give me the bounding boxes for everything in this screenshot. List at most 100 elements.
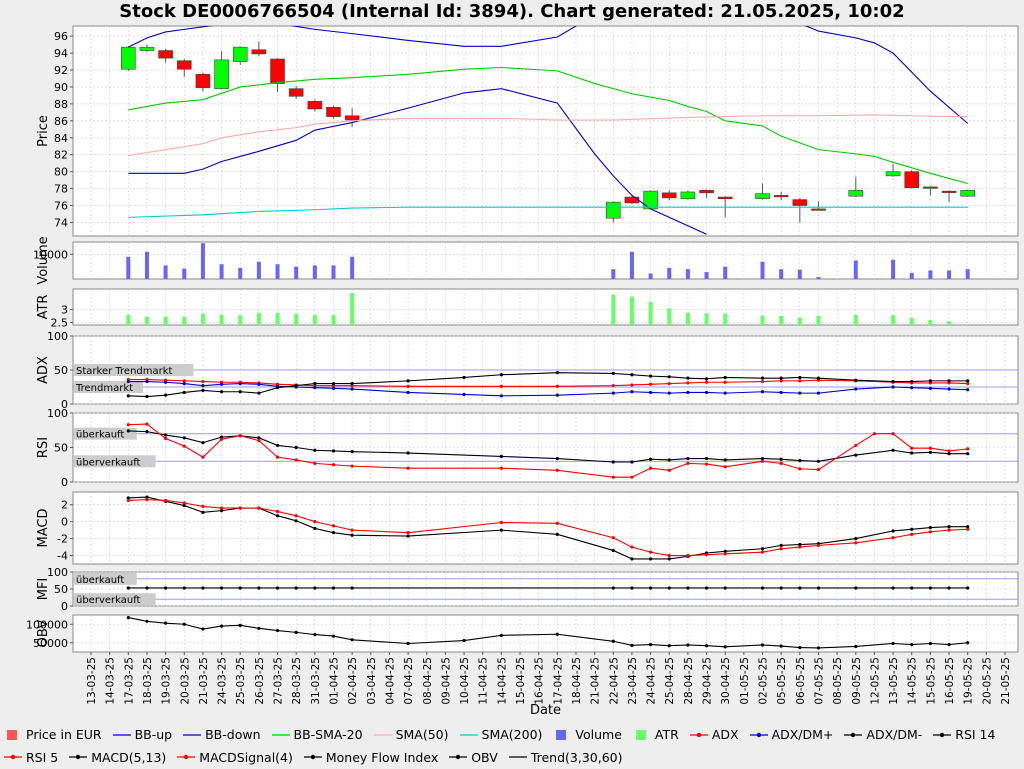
macdsignal-4-point (331, 524, 336, 528)
xtick-label: 28-04-25 (683, 657, 695, 705)
adx-dm-point (462, 392, 466, 397)
obv-point (499, 633, 503, 637)
obv-point (313, 633, 317, 637)
atr-bar (611, 294, 616, 325)
obv-point (648, 643, 653, 647)
adx-ytick-label: 50 (54, 364, 68, 377)
atr-bar (853, 314, 858, 325)
adx-dm-point (257, 391, 261, 395)
adx-point (630, 383, 634, 387)
volume-bar (853, 260, 858, 279)
rsi-14-point (891, 448, 895, 452)
obv-point (686, 643, 690, 647)
atr-ylabel: ATR (36, 295, 51, 320)
adx-point (779, 379, 783, 383)
legend-item: BB-down (179, 724, 261, 745)
macdsignal-4-point (499, 520, 503, 525)
macdsignal-4-point (891, 536, 895, 540)
legend-label: ADX/DM+ (771, 727, 834, 742)
legend-item: RSI 14 (929, 724, 995, 745)
macdsignal-4-point (555, 521, 559, 525)
candle-body (605, 201, 621, 219)
macd-5-13-point (126, 496, 130, 500)
xtick-label: 17-03-25 (123, 657, 135, 705)
adx-dm-point (928, 386, 932, 390)
money-flow-index-point (294, 586, 298, 590)
candle-body (288, 88, 304, 97)
adx-dm-point (910, 386, 914, 390)
candle-body (848, 189, 864, 197)
adx-dm-point (238, 390, 242, 394)
volume-bar (312, 265, 317, 279)
rsi-14-point (854, 453, 858, 457)
atr-bar (238, 315, 243, 325)
legend-item: ATR (629, 724, 679, 745)
adx-dm-point (126, 379, 130, 384)
volume-bar (126, 256, 131, 279)
money-flow-index-point (126, 586, 130, 590)
candle-body (344, 115, 360, 121)
adx-dm-point (611, 371, 615, 375)
chart-title: Stock DE0006766504 (Internal Id: 3894). … (119, 1, 905, 22)
price-ylabel: Price (36, 115, 51, 147)
obv-point (704, 644, 709, 648)
adx-dm-point (406, 379, 410, 383)
candle-body (326, 106, 341, 117)
adx-dm-point (499, 373, 503, 377)
rsi-14-point (201, 441, 205, 445)
macdsignal-4-point (182, 501, 186, 505)
rsi-5-point (779, 461, 783, 465)
macdsignal-4-point (350, 528, 354, 532)
macdsignal-4-point (816, 543, 821, 547)
macdsignal-4-point (760, 550, 765, 554)
macdsignal-4-point (126, 498, 130, 503)
rsi-14-point (779, 457, 783, 461)
xtick-label: 02-04-25 (347, 657, 359, 705)
rsi-5-point (872, 432, 877, 436)
legend-label: SMA(50) (395, 727, 449, 742)
volume-bar (965, 269, 970, 279)
legend-label: Money Flow Index (325, 749, 439, 765)
legend-label: BB-SMA-20 (293, 727, 363, 742)
obv-point (854, 644, 858, 649)
adx-dm-point (686, 376, 690, 380)
money-flow-index-point (779, 586, 783, 590)
adx-dm-point (164, 380, 168, 384)
adx-ytick-label: 100 (47, 330, 68, 343)
money-flow-index-point (760, 586, 765, 590)
mfi-band-label: überkauft (76, 575, 124, 586)
adx-dm-point (182, 382, 186, 386)
price-ytick-label: 76 (54, 200, 68, 213)
volume-bar (294, 266, 299, 279)
atr-bar (182, 316, 187, 325)
rsi-14-point (648, 457, 653, 461)
legend-label: Trend(3,30,60) (530, 749, 623, 765)
obv-point (891, 641, 895, 646)
rsi-14-point (704, 456, 709, 461)
atr-bar (256, 312, 261, 325)
candle-body (885, 171, 901, 177)
adx-dm-point (164, 393, 168, 397)
rsi-14-point (350, 450, 354, 454)
macd-5-13-point (219, 509, 224, 513)
atr-bar (704, 313, 709, 325)
candle-body (960, 189, 975, 197)
rsi-ytick-label: 100 (47, 407, 68, 420)
adx-dm-point (331, 386, 336, 390)
money-flow-index-point (966, 586, 970, 590)
mfi-ytick-label: 0 (61, 600, 68, 613)
legend-item: RSI 5 (0, 747, 58, 768)
legend-label: MACDSignal(4) (199, 749, 293, 765)
macdsignal-4-point (201, 504, 205, 508)
macd-5-13-point (891, 529, 895, 533)
volume-bar (928, 270, 933, 279)
macd-ytick-label: 2 (61, 499, 68, 512)
legend-swatch (69, 754, 88, 760)
obv-point (406, 641, 410, 646)
xtick-label: 07-05-25 (813, 657, 825, 705)
candle-body (773, 195, 789, 198)
legend-item: Price in EUR (0, 724, 102, 745)
adx-dm-point (182, 390, 186, 395)
volume-ylabel: Volume (36, 236, 51, 284)
adx-dm-point (966, 388, 970, 392)
